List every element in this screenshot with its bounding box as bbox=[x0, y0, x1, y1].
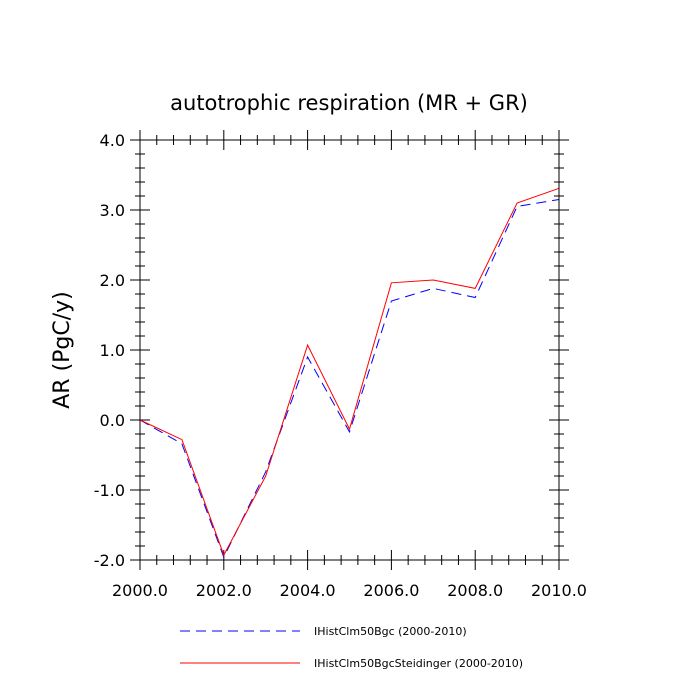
y-axis-label: AR (PgC/y) bbox=[50, 291, 75, 409]
x-tick-label: 2008.0 bbox=[447, 581, 503, 600]
chart-title: autotrophic respiration (MR + GR) bbox=[170, 91, 528, 115]
y-tick-label: 0.0 bbox=[100, 411, 125, 430]
legend-label-1: IHistClm50Bgc (2000-2010) bbox=[314, 625, 467, 638]
major-ticks bbox=[130, 130, 569, 570]
x-tick-label: 2006.0 bbox=[363, 581, 419, 600]
x-tick-labels: 2000.0 2002.0 2004.0 2006.0 2008.0 2010.0 bbox=[112, 581, 587, 600]
x-tick-label: 2000.0 bbox=[112, 581, 168, 600]
y-tick-label: 3.0 bbox=[100, 201, 125, 220]
minor-ticks bbox=[135, 135, 564, 565]
series-line-2 bbox=[139, 187, 560, 557]
y-tick-label: -1.0 bbox=[94, 481, 125, 500]
x-tick-label: 2002.0 bbox=[196, 581, 252, 600]
series-line-1 bbox=[139, 199, 560, 559]
x-tick-label: 2004.0 bbox=[280, 581, 336, 600]
y-tick-label: 4.0 bbox=[100, 131, 125, 150]
y-tick-label: -2.0 bbox=[94, 551, 125, 570]
x-tick-label: 2010.0 bbox=[531, 581, 587, 600]
legend-label-2: IHistClm50BgcSteidinger (2000-2010) bbox=[314, 657, 523, 670]
y-tick-labels: 4.0 3.0 2.0 1.0 0.0 -1.0 -2.0 bbox=[94, 131, 125, 570]
plot-frame bbox=[139, 139, 560, 561]
y-tick-label: 1.0 bbox=[100, 341, 125, 360]
legend: IHistClm50Bgc (2000-2010) IHistClm50BgcSt… bbox=[180, 625, 523, 670]
series-lines bbox=[139, 187, 560, 559]
y-tick-label: 2.0 bbox=[100, 271, 125, 290]
